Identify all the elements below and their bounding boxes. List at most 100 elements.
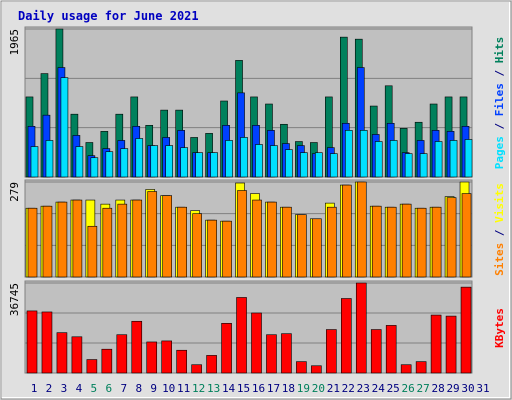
bar: [460, 286, 472, 374]
y-tick-label: 279: [8, 182, 21, 202]
bar: [385, 325, 397, 374]
bar: [191, 364, 202, 374]
bar: [42, 205, 53, 278]
bar: [386, 206, 397, 278]
bar: [415, 361, 427, 374]
bar: [207, 219, 217, 278]
x-tick-label: 7: [120, 382, 127, 395]
bar: [356, 181, 367, 278]
chart-title: Daily usage for June 2021: [18, 9, 199, 23]
x-tick-label: 31: [476, 382, 489, 395]
legend-entry: Sites: [493, 243, 506, 276]
legend-separator: /: [493, 116, 506, 136]
bar: [135, 138, 144, 178]
bar: [41, 311, 53, 374]
bar: [102, 207, 113, 278]
bar: [90, 157, 99, 178]
bar: [72, 199, 83, 278]
legend-separator: /: [493, 63, 506, 83]
bar: [315, 152, 323, 178]
legend-entry: Visits: [493, 183, 506, 223]
bar: [431, 206, 442, 278]
bar: [389, 140, 398, 178]
bar: [374, 141, 383, 178]
bar: [45, 140, 54, 178]
bar: [132, 199, 143, 278]
bar: [370, 329, 382, 374]
bar: [326, 329, 337, 374]
bar: [206, 355, 217, 374]
bar: [341, 184, 352, 278]
bar: [445, 315, 457, 374]
x-tick-label: 26: [402, 382, 415, 395]
bar: [449, 140, 458, 178]
bar: [147, 191, 158, 278]
y-tick-label: 36745: [8, 283, 21, 316]
bar: [446, 197, 457, 278]
x-tick-label: 14: [222, 382, 236, 395]
bar: [400, 364, 412, 374]
legend: KBytes: [493, 308, 506, 348]
bar: [419, 153, 428, 178]
bar: [430, 314, 442, 374]
x-tick-label: 16: [252, 382, 265, 395]
x-tick-label: 30: [461, 382, 474, 395]
bar: [267, 201, 277, 278]
bar: [311, 365, 322, 374]
x-tick-label: 29: [446, 382, 459, 395]
bar: [300, 152, 308, 178]
legend: Pages / Files / Hits: [493, 37, 506, 170]
x-tick-label: 9: [150, 382, 157, 395]
bar: [210, 152, 218, 178]
bar: [221, 323, 232, 374]
bar: [60, 77, 69, 178]
legend-entry: Pages: [493, 136, 506, 169]
bar: [270, 145, 278, 178]
plot-area: [24, 280, 473, 374]
x-tick-label: 11: [177, 382, 190, 395]
plot-area: [24, 179, 473, 278]
legend: Sites / Visits: [493, 183, 506, 276]
bar: [222, 220, 232, 278]
x-tick-label: 4: [76, 382, 83, 395]
x-tick-label: 3: [61, 382, 68, 395]
x-tick-label: 19: [297, 382, 310, 395]
bar: [56, 332, 68, 374]
bar: [120, 148, 129, 178]
bar: [296, 361, 307, 374]
x-tick-label: 27: [417, 382, 430, 395]
bar: [30, 146, 39, 178]
legend-entry: Files: [493, 83, 506, 116]
bar: [236, 297, 247, 374]
legend-separator: /: [493, 223, 506, 243]
x-tick-label: 13: [207, 382, 220, 395]
bar: [371, 205, 382, 278]
bar: [240, 137, 248, 178]
bar: [71, 336, 83, 374]
bar: [27, 207, 38, 278]
bar: [266, 334, 277, 374]
bar: [162, 195, 172, 278]
bar: [312, 218, 322, 278]
bar: [330, 153, 338, 178]
bar: [105, 151, 114, 178]
y-tick-label: 1965: [8, 29, 21, 56]
bar: [177, 206, 187, 278]
bar: [355, 282, 367, 374]
bar: [180, 147, 188, 178]
bar: [192, 213, 202, 278]
x-tick-label: 28: [431, 382, 444, 395]
x-tick-label: 20: [312, 382, 325, 395]
bar: [285, 149, 293, 178]
bar: [57, 201, 68, 278]
bar: [344, 130, 353, 178]
legend-entry: KBytes: [493, 308, 506, 348]
legend-entry: Hits: [493, 37, 506, 64]
bar: [401, 203, 412, 278]
x-tick-label: 21: [327, 382, 340, 395]
bar: [116, 334, 128, 374]
bar: [251, 312, 262, 374]
bar: [117, 203, 128, 278]
bar: [255, 144, 263, 178]
x-tick-label: 17: [267, 382, 280, 395]
